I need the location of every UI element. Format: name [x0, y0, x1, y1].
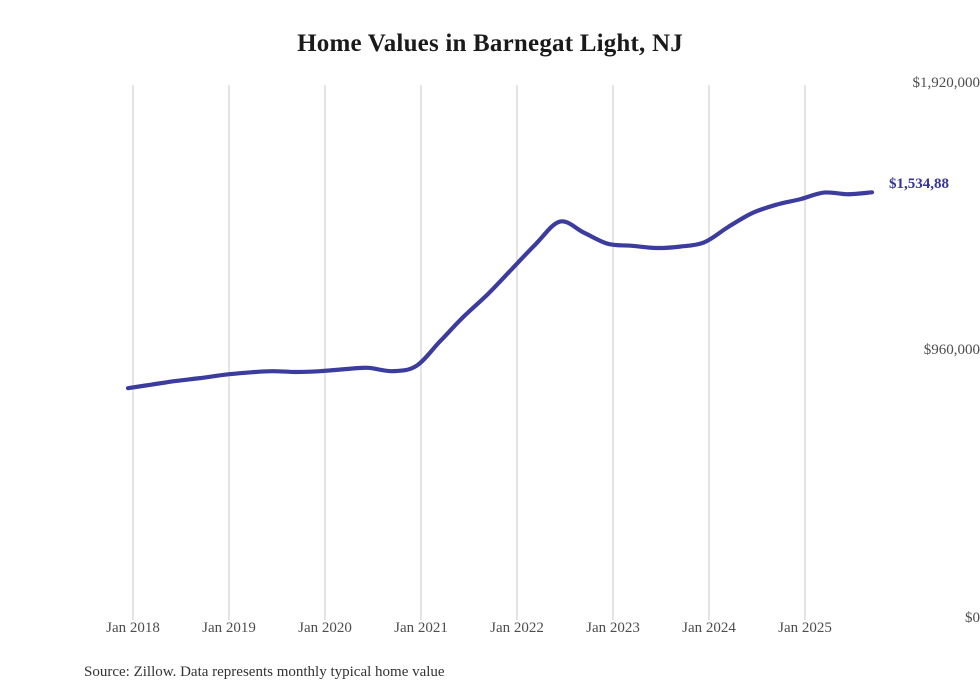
home-value-line: [125, 190, 875, 391]
chart-title: Home Values in Barnegat Light, NJ: [297, 30, 683, 57]
x-axis-tick-label-jan-2024: Jan 2024: [682, 620, 736, 636]
x-axis-tick-label-jan-2020: Jan 2020: [298, 620, 352, 636]
y-axis-tick-label-max: $1,920,000: [912, 75, 980, 91]
y-axis-tick-label-min: $0: [965, 610, 980, 626]
y-axis-tick-label-mid: $960,000: [923, 342, 980, 358]
end-value-label: $1,534,88: [889, 176, 949, 192]
source-note: Source: Zillow. Data represents monthly …: [84, 664, 445, 680]
x-axis-tick-label-jan-2022: Jan 2022: [490, 620, 544, 636]
x-axis-tick-label-jan-2019: Jan 2019: [202, 620, 256, 636]
x-axis-tick-label-jan-2023: Jan 2023: [586, 620, 640, 636]
x-axis-tick-label-jan-2021: Jan 2021: [394, 620, 448, 636]
x-axis-tick-label-jan-2025: Jan 2025: [778, 620, 832, 636]
vertical-gridlines: [132, 85, 806, 620]
x-axis-tick-label-jan-2018: Jan 2018: [106, 620, 160, 636]
